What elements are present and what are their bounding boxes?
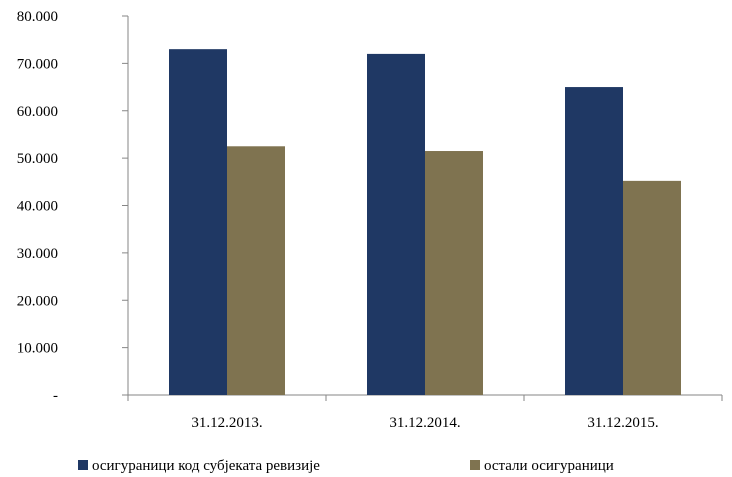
x-axis: 31.12.2013. 31.12.2014. 31.12.2015.	[127, 394, 723, 431]
x-category-label: 31.12.2015.	[587, 415, 658, 431]
y-tick-label: 20.000	[17, 293, 58, 309]
y-tick-label: 70.000	[17, 56, 58, 72]
y-tick-label: 10.000	[17, 341, 58, 357]
bar-series-1	[565, 87, 623, 395]
legend-swatch	[470, 460, 480, 470]
legend-label: остали осигураници	[484, 458, 614, 474]
legend: осигураници код субјеката ревизије остали…	[78, 458, 614, 474]
y-tick-label: -	[53, 388, 58, 404]
legend-swatch	[78, 460, 88, 470]
legend-label: осигураници код субјеката ревизије	[92, 458, 320, 474]
y-tick-label: 80.000	[17, 9, 58, 25]
x-category-label: 31.12.2013.	[191, 415, 262, 431]
y-tick-label: 50.000	[17, 151, 58, 167]
bar-series-2	[425, 151, 483, 395]
y-axis: - 10.000 20.000 30.000 40.000 50.000 60.000 70.…	[17, 9, 129, 404]
y-tick-label: 60.000	[17, 104, 58, 120]
bars	[169, 49, 681, 396]
bar-series-1	[367, 53, 425, 396]
y-tick-label: 30.000	[17, 246, 58, 262]
y-tick-label: 40.000	[17, 199, 58, 215]
bar-series-2	[227, 146, 285, 395]
bar-series-2	[623, 180, 681, 395]
bar-series-1	[169, 49, 227, 395]
x-category-label: 31.12.2014.	[389, 415, 460, 431]
